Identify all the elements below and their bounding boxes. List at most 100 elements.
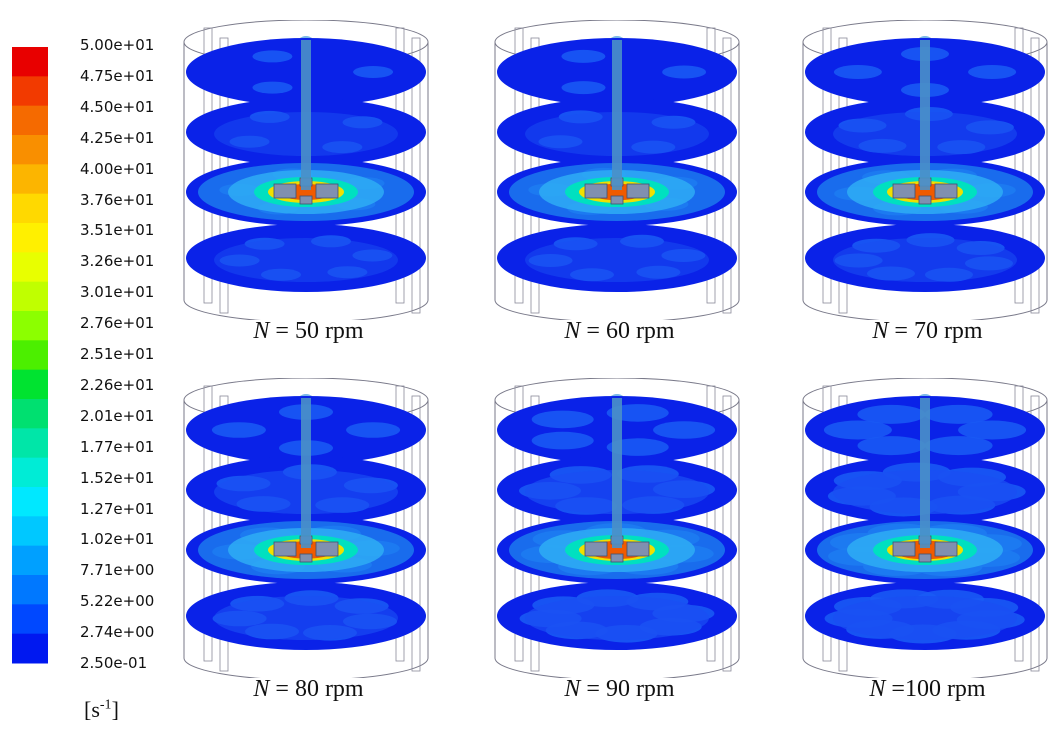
ring-outer	[525, 238, 709, 282]
legend-label: 2.76e+01	[80, 314, 155, 333]
impeller-blade	[626, 541, 650, 557]
tank-bottom	[183, 657, 429, 678]
legend-swatch	[12, 164, 48, 195]
contour-patch	[606, 404, 669, 422]
legend-label: 4.00e+01	[80, 159, 155, 178]
impeller-shaft-front	[920, 40, 930, 190]
ring-outer	[833, 238, 1017, 282]
contour-plane	[497, 158, 737, 226]
legend-label: 1.77e+01	[80, 437, 155, 456]
tank-panel-4: N = 80 rpm	[176, 378, 441, 733]
tank-panel-3: N = 70 rpm	[795, 20, 1056, 375]
contour-patch	[353, 66, 394, 78]
legend-swatch	[12, 369, 48, 400]
contour-patch	[252, 81, 293, 94]
legend-swatch	[12, 340, 48, 371]
contour-plane	[805, 158, 1045, 226]
legend-swatch	[12, 223, 48, 253]
tank	[802, 378, 1048, 678]
impeller-blade	[273, 183, 297, 199]
legend-label: 5.22e+00	[80, 592, 155, 611]
contour-plane	[186, 158, 426, 226]
contour-patch	[252, 50, 293, 63]
baffle	[203, 27, 213, 304]
contour-patch	[211, 422, 266, 438]
ring-outer	[525, 596, 709, 640]
baffle	[514, 27, 524, 304]
ring-outer	[214, 238, 398, 282]
legend-swatch	[12, 633, 48, 664]
baffle	[395, 27, 405, 304]
baffle	[722, 37, 732, 314]
baffle	[706, 385, 716, 662]
impeller-blade	[610, 553, 624, 563]
impeller-blade	[299, 195, 313, 205]
tank-bottom	[494, 657, 740, 678]
contour-patch	[823, 420, 892, 440]
tank	[183, 20, 429, 320]
impeller-blade	[918, 553, 932, 563]
tank	[802, 20, 1048, 320]
impeller-shaft-front	[920, 398, 930, 548]
contour-patch	[531, 410, 594, 429]
contour-patch	[968, 65, 1017, 79]
impeller-blade	[610, 195, 624, 205]
panel-caption: N =100 rpm	[869, 676, 986, 702]
contour-patch	[606, 438, 669, 456]
legend-label: 1.52e+01	[80, 468, 155, 487]
panel-caption: N = 50 rpm	[253, 318, 364, 344]
tank-contour-plot	[802, 378, 1048, 678]
legend-label: 2.74e+00	[80, 623, 155, 642]
contour-plane	[186, 224, 426, 292]
legend-label: 3.26e+01	[80, 252, 155, 271]
contour-patch	[924, 404, 993, 424]
color-legend: 5.00e+01 4.75e+01 4.50e+01 4.25e+01 4.00e+01…	[0, 0, 180, 733]
tank	[494, 378, 740, 678]
contour-patch	[924, 436, 993, 456]
color-bar	[12, 47, 48, 664]
legend-label: 4.75e+01	[80, 66, 155, 85]
impeller-blade	[315, 183, 339, 199]
baffle	[411, 395, 421, 672]
impeller-blade	[918, 195, 932, 205]
ring-outer	[833, 596, 1017, 640]
impeller-shaft-front	[612, 398, 622, 548]
legend-label: 2.01e+01	[80, 406, 155, 425]
baffle	[395, 385, 405, 662]
unit-label: [s-1]	[84, 697, 119, 722]
tank-panel-6: N =100 rpm	[795, 378, 1056, 733]
legend-label: 5.00e+01	[80, 36, 155, 54]
impeller-blade	[892, 183, 916, 199]
contour-patch	[561, 49, 606, 63]
contour-plane	[186, 582, 426, 650]
legend-label: 4.25e+01	[80, 128, 155, 147]
impeller-blade	[626, 183, 650, 199]
tank	[183, 378, 429, 678]
panel-caption: N = 80 rpm	[253, 676, 364, 702]
legend-label: 1.02e+01	[80, 530, 155, 549]
legend-swatch	[12, 399, 48, 429]
impeller-blade	[584, 183, 608, 199]
baffle	[203, 385, 213, 662]
baffle	[706, 27, 716, 304]
impeller-blade	[299, 553, 313, 563]
tank-bottom	[802, 657, 1048, 678]
panel-caption: N = 90 rpm	[564, 676, 675, 702]
tank	[494, 20, 740, 320]
legend-swatch	[12, 193, 48, 224]
tank-contour-plot	[802, 20, 1048, 320]
legend-swatch	[12, 105, 48, 136]
tank-contour-plot	[494, 378, 740, 678]
legend-swatch	[12, 575, 48, 605]
tank-contour-plot	[183, 378, 429, 678]
contour-plane	[805, 224, 1045, 292]
legend-swatch	[12, 311, 48, 341]
legend-swatch	[12, 516, 48, 547]
impeller-blade	[934, 183, 958, 199]
legend-label: 2.26e+01	[80, 375, 155, 394]
impeller-blade	[584, 541, 608, 557]
contour-patch	[958, 420, 1027, 440]
impeller-shaft-front	[612, 40, 622, 190]
legend-label: 3.76e+01	[80, 190, 155, 209]
legend-swatch	[12, 76, 48, 107]
